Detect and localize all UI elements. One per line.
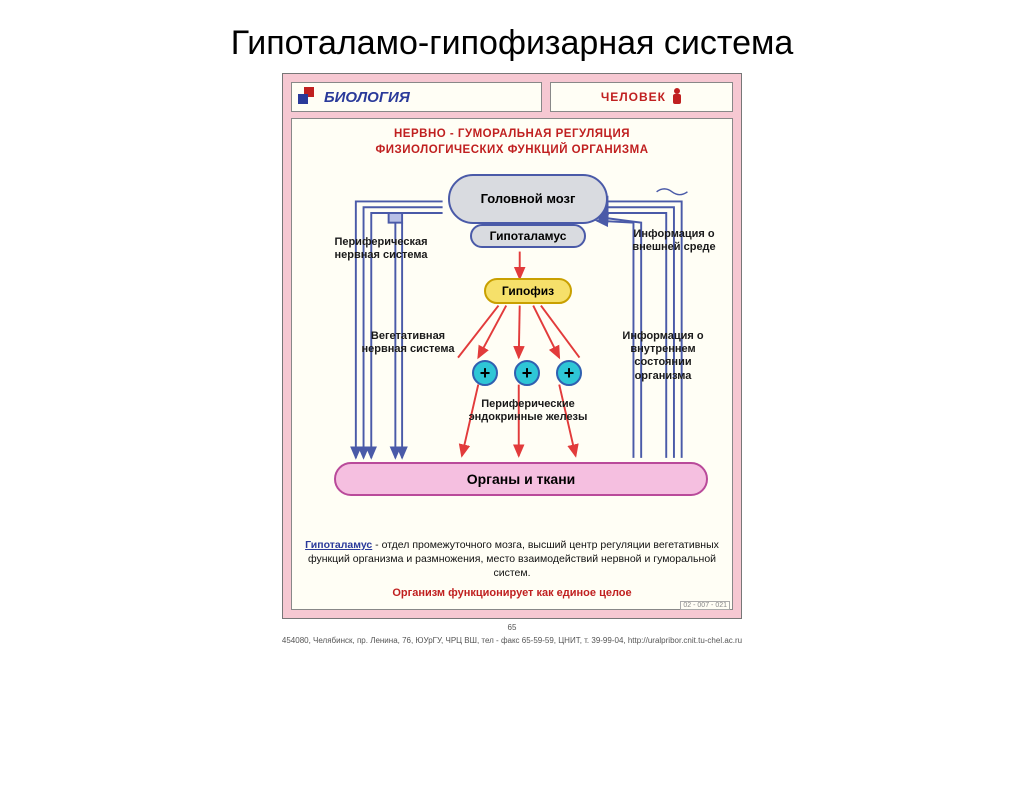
node-gland-3: + (556, 360, 582, 386)
section-label: ЧЕЛОВЕК (601, 90, 666, 104)
label-int-info: Информация о внутреннем состоянии органи… (608, 330, 718, 383)
poster-header: БИОЛОГИЯ ЧЕЛОВЕК (291, 82, 733, 112)
caption-term: Гипоталамус (305, 539, 372, 551)
node-hypothalamus-label: Гипоталамус (490, 229, 567, 243)
node-hypophysis-label: Гипофиз (502, 284, 554, 298)
label-glands: Периферические эндокринные железы (448, 398, 608, 424)
node-organs: Органы и ткани (334, 462, 708, 496)
gland-plus-2: + (522, 364, 533, 382)
poster-title-line1: НЕРВНО - ГУМОРАЛЬНАЯ РЕГУЛЯЦИЯ (298, 127, 726, 143)
section-box: ЧЕЛОВЕК (550, 82, 733, 112)
poster-frame: БИОЛОГИЯ ЧЕЛОВЕК НЕРВНО - ГУМОРАЛЬНАЯ РЕ… (282, 73, 742, 619)
node-gland-1: + (472, 360, 498, 386)
poster-title: НЕРВНО - ГУМОРАЛЬНАЯ РЕГУЛЯЦИЯ ФИЗИОЛОГИ… (298, 127, 726, 158)
caption: Гипоталамус - отдел промежуточного мозга… (298, 538, 726, 581)
gland-plus-1: + (480, 364, 491, 382)
corner-code: 02 - 007 - 021 (680, 601, 730, 610)
node-brain: Головной мозг (448, 174, 608, 224)
caption-conclusion: Организм функционирует как единое целое (298, 587, 726, 599)
label-ans: Вегетативная нервная система (358, 330, 458, 356)
node-organs-label: Органы и ткани (467, 471, 576, 487)
subject-box: БИОЛОГИЯ (291, 82, 542, 112)
page-title: Гипоталамо-гипофизарная система (0, 24, 1024, 63)
label-pns: Периферическая нервная система (326, 236, 436, 262)
page-number: 65 (0, 623, 1024, 632)
poster-title-line2: ФИЗИОЛОГИЧЕСКИХ ФУНКЦИЙ ОРГАНИЗМА (298, 143, 726, 159)
node-hypophysis: Гипофиз (484, 278, 572, 304)
node-brain-label: Головной мозг (481, 192, 576, 207)
human-icon (672, 88, 682, 106)
gland-plus-3: + (564, 364, 575, 382)
subject-label: БИОЛОГИЯ (324, 89, 410, 106)
logo-icon (298, 87, 318, 107)
footer-address: 454080, Челябинск, пр. Ленина, 76, ЮУрГУ… (0, 636, 1024, 645)
node-hypothalamus: Гипоталамус (470, 224, 586, 248)
inner-panel: НЕРВНО - ГУМОРАЛЬНАЯ РЕГУЛЯЦИЯ ФИЗИОЛОГИ… (291, 118, 733, 610)
diagram-area: Головной мозг Гипоталамус Гипофиз + + + … (298, 162, 726, 532)
label-ext-info: Информация о внешней среде (624, 228, 724, 254)
node-gland-2: + (514, 360, 540, 386)
